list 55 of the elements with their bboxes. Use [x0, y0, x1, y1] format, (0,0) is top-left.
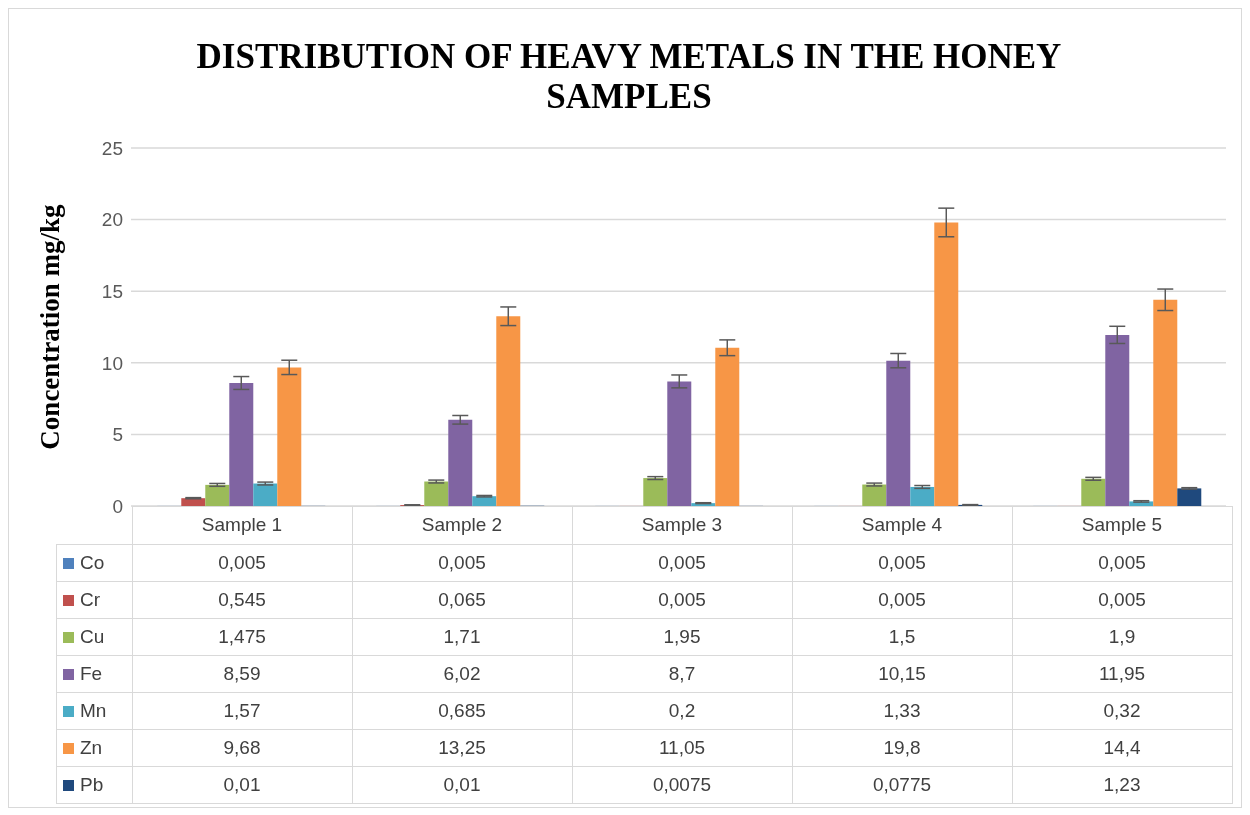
x-tick-label: Sample 5 — [1012, 506, 1232, 544]
y-tick-label: 10 — [101, 352, 123, 374]
data-label: 0,005 — [352, 544, 572, 581]
data-label: 0,01 — [352, 766, 572, 803]
chart-title: DISTRIBUTION OF HEAVY METALS IN THE HONEY SAMPLES — [195, 37, 1063, 117]
y-tick-label: 5 — [112, 424, 123, 446]
legend-label: Pb — [56, 766, 132, 803]
data-label: 0,005 — [132, 544, 352, 581]
data-label: 13,25 — [352, 729, 572, 766]
data-label: 11,05 — [572, 729, 792, 766]
data-label: 8,59 — [132, 655, 352, 692]
data-label: 1,33 — [792, 692, 1012, 729]
data-label: 0,32 — [1012, 692, 1232, 729]
x-tick-label: Sample 2 — [352, 506, 572, 544]
data-label: 14,4 — [1012, 729, 1232, 766]
y-axis-title: Concentration mg/kg — [34, 203, 65, 450]
legend-label: Cu — [56, 618, 132, 655]
legend-label: Zn — [56, 729, 132, 766]
data-label: 0,005 — [1012, 544, 1232, 581]
data-label: 0,0075 — [572, 766, 792, 803]
data-label: 1,71 — [352, 618, 572, 655]
data-label: 0,2 — [572, 692, 792, 729]
data-label: 19,8 — [792, 729, 1012, 766]
legend-label: Fe — [56, 655, 132, 692]
data-label: 1,9 — [1012, 618, 1232, 655]
data-label: 0,005 — [572, 544, 792, 581]
data-label: 0,01 — [132, 766, 352, 803]
data-label: 0,065 — [352, 581, 572, 618]
y-tick-label: 15 — [101, 280, 123, 302]
data-label: 0,545 — [132, 581, 352, 618]
legend-label: Cr — [56, 581, 132, 618]
data-label: 0,685 — [352, 692, 572, 729]
data-label: 0,005 — [1012, 581, 1232, 618]
data-label: 0,005 — [792, 544, 1012, 581]
data-label: 1,57 — [132, 692, 352, 729]
legend-label: Co — [56, 544, 132, 581]
x-tick-label: Sample 4 — [792, 506, 1012, 544]
data-label: 11,95 — [1012, 655, 1232, 692]
data-label: 0,005 — [572, 581, 792, 618]
data-label: 1,23 — [1012, 766, 1232, 803]
data-label: 1,475 — [132, 618, 352, 655]
data-label: 9,68 — [132, 729, 352, 766]
y-tick-label: 25 — [101, 137, 123, 159]
data-label: 6,02 — [352, 655, 572, 692]
x-tick-label: Sample 3 — [572, 506, 792, 544]
data-label: 8,7 — [572, 655, 792, 692]
x-tick-label: Sample 1 — [132, 506, 352, 544]
legend-label: Mn — [56, 692, 132, 729]
data-label: 10,15 — [792, 655, 1012, 692]
y-tick-label: 0 — [112, 495, 123, 517]
data-label: 0,0775 — [792, 766, 1012, 803]
y-tick-label: 20 — [101, 209, 123, 231]
data-label: 1,95 — [572, 618, 792, 655]
data-label: 0,005 — [792, 581, 1012, 618]
data-label: 1,5 — [792, 618, 1012, 655]
